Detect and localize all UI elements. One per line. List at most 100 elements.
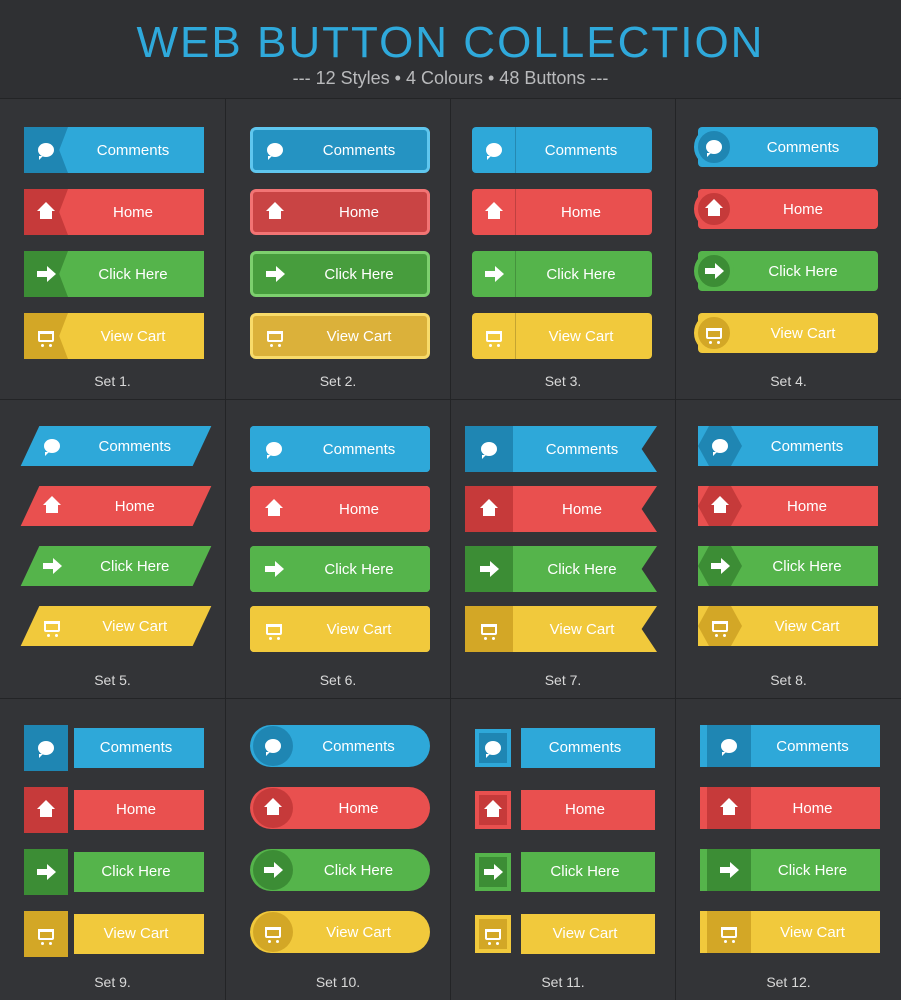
- click-here-button[interactable]: Click Here: [698, 546, 878, 586]
- click-here-button[interactable]: Click Here: [465, 546, 657, 592]
- button-set-6: Comments Home Click Here View Cart Set 6.: [226, 399, 451, 698]
- view-cart-button[interactable]: View Cart: [24, 911, 204, 957]
- shopping-cart-icon: [707, 911, 751, 953]
- home-button[interactable]: Home: [465, 486, 657, 532]
- chat-bubble-icon: [475, 729, 511, 767]
- click-here-button[interactable]: Click Here: [24, 251, 204, 297]
- view-cart-button[interactable]: View Cart: [694, 313, 878, 353]
- button-label: Comments: [74, 728, 204, 768]
- home-button[interactable]: Home: [700, 787, 880, 829]
- view-cart-button[interactable]: View Cart: [250, 313, 430, 359]
- shopping-cart-icon: [698, 606, 742, 646]
- button-label: Home: [112, 203, 153, 221]
- button-label: Home: [521, 790, 655, 830]
- comments-button[interactable]: Comments: [465, 426, 657, 472]
- button-label: Home: [792, 799, 833, 817]
- button-label: Comments: [544, 141, 618, 159]
- view-cart-button[interactable]: View Cart: [698, 606, 878, 646]
- home-icon: [707, 787, 751, 829]
- button-label: Comments: [96, 141, 170, 159]
- view-cart-button[interactable]: View Cart: [475, 911, 655, 957]
- button-label: View Cart: [74, 914, 204, 954]
- arrow-right-icon: [30, 546, 74, 586]
- view-cart-button[interactable]: View Cart: [250, 606, 430, 652]
- comments-button[interactable]: Comments: [250, 127, 430, 173]
- button-label: Click Here: [546, 265, 616, 283]
- set-label: Set 12.: [766, 974, 811, 990]
- chat-bubble-icon: [30, 426, 74, 466]
- click-here-button[interactable]: Click Here: [475, 849, 655, 895]
- button-set-9: Comments Home Click Here View Cart Set 9.: [0, 698, 226, 1000]
- button-label: Comments: [322, 141, 396, 159]
- comments-button[interactable]: Comments: [700, 725, 880, 767]
- button-set-2: Comments Home Click Here View Cart Set 2.: [226, 98, 451, 399]
- set-label: Set 7.: [544, 672, 582, 688]
- home-button[interactable]: Home: [24, 787, 204, 833]
- button-label: View Cart: [326, 620, 392, 638]
- home-icon: [24, 189, 68, 235]
- button-set-11: Comments Home Click Here View Cart Set 11.: [451, 698, 676, 1000]
- home-button[interactable]: Home: [475, 787, 655, 833]
- comments-button[interactable]: Comments: [472, 127, 652, 173]
- home-button[interactable]: Home: [694, 189, 878, 229]
- view-cart-button[interactable]: View Cart: [250, 911, 430, 953]
- click-here-button[interactable]: Click Here: [24, 849, 204, 895]
- home-button[interactable]: Home: [250, 486, 430, 532]
- button-label: View Cart: [326, 327, 392, 345]
- button-label: Comments: [98, 437, 172, 455]
- home-icon: [252, 488, 296, 530]
- chat-bubble-icon: [24, 127, 68, 173]
- click-here-button[interactable]: Click Here: [250, 251, 430, 297]
- view-cart-button[interactable]: View Cart: [472, 313, 652, 359]
- button-label: Click Here: [772, 557, 842, 575]
- home-button[interactable]: Home: [698, 486, 878, 526]
- comments-button[interactable]: Comments: [24, 127, 204, 173]
- home-button[interactable]: Home: [250, 787, 430, 829]
- chat-bubble-icon: [694, 127, 734, 167]
- home-button[interactable]: Home: [250, 189, 430, 235]
- view-cart-button[interactable]: View Cart: [700, 911, 880, 953]
- click-here-button[interactable]: Click Here: [694, 251, 878, 291]
- click-here-button[interactable]: Click Here: [700, 849, 880, 891]
- comments-button[interactable]: Comments: [20, 426, 212, 466]
- home-button[interactable]: Home: [24, 189, 204, 235]
- set-label: Set 5.: [94, 672, 131, 688]
- comments-button[interactable]: Comments: [475, 725, 655, 771]
- arrow-right-icon: [472, 251, 516, 297]
- comments-button[interactable]: Comments: [250, 725, 430, 767]
- button-label: Comments: [322, 440, 396, 458]
- view-cart-button[interactable]: View Cart: [465, 606, 657, 652]
- chat-bubble-icon: [465, 426, 513, 472]
- click-here-button[interactable]: Click Here: [472, 251, 652, 297]
- click-here-button[interactable]: Click Here: [250, 546, 430, 592]
- button-set-7: Comments Home Click Here View Cart Set 7.: [451, 399, 676, 698]
- click-here-button[interactable]: Click Here: [20, 546, 212, 586]
- shopping-cart-icon: [465, 606, 513, 652]
- home-icon: [24, 787, 68, 833]
- comments-button[interactable]: Comments: [694, 127, 878, 167]
- button-set-8: Comments Home Click Here View Cart Set 8.: [676, 399, 901, 698]
- button-label: Comments: [766, 138, 840, 156]
- button-label: Click Here: [768, 262, 838, 280]
- chat-bubble-icon: [698, 426, 742, 466]
- home-button[interactable]: Home: [20, 486, 212, 526]
- arrow-right-icon: [707, 849, 751, 891]
- shopping-cart-icon: [24, 313, 68, 359]
- button-label: View Cart: [102, 617, 168, 635]
- home-icon: [253, 192, 297, 232]
- home-button[interactable]: Home: [472, 189, 652, 235]
- comments-button[interactable]: Comments: [250, 426, 430, 472]
- comments-button[interactable]: Comments: [24, 725, 204, 771]
- button-label: Comments: [776, 737, 849, 755]
- comments-button[interactable]: Comments: [698, 426, 878, 466]
- chat-bubble-icon: [252, 428, 296, 470]
- button-label: Click Here: [777, 861, 848, 879]
- view-cart-button[interactable]: View Cart: [24, 313, 204, 359]
- button-label: Comments: [770, 437, 844, 455]
- set-label: Set 10.: [315, 974, 361, 990]
- view-cart-button[interactable]: View Cart: [20, 606, 212, 646]
- click-here-button[interactable]: Click Here: [250, 849, 430, 891]
- shopping-cart-icon: [253, 316, 297, 356]
- set-label: Set 2.: [319, 373, 357, 389]
- shopping-cart-icon: [24, 911, 68, 957]
